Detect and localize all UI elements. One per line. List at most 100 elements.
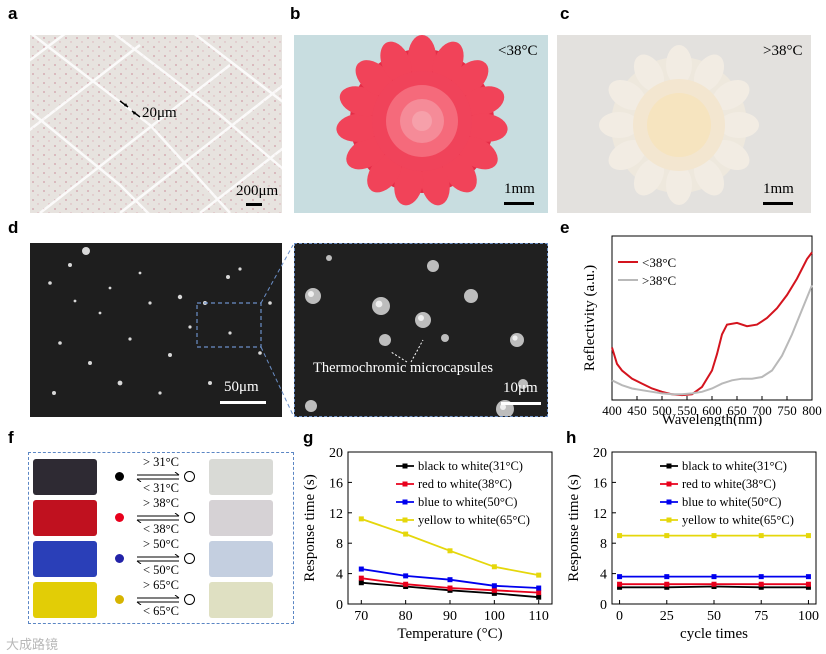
sem-panel-left: 50μm	[30, 243, 282, 417]
swatch-row: > 38°C < 38°C	[29, 496, 293, 538]
y-tick-label-h: 16	[593, 476, 607, 491]
scale-bar-label-right: 10μm	[503, 380, 538, 396]
data-point-g-2	[403, 573, 409, 579]
sem-particles-left	[48, 247, 272, 395]
swatch-after	[209, 582, 273, 618]
photo-panel-b: <38°C 1mm	[294, 35, 548, 213]
x-tick-label-g: 90	[443, 609, 457, 624]
y-tick-label-h: 12	[593, 507, 607, 522]
legend-label-g-1: red to white(38°C)	[418, 477, 512, 491]
empty-circle-icon	[184, 553, 195, 564]
swatch-panel-f: > 31°C < 31°C > 38°C < 38°C > 50°C < 50°C > 65…	[28, 452, 294, 624]
y-tick-label-g: 20	[329, 446, 343, 461]
transition-down-label: < 65°C	[143, 604, 180, 618]
x-tick-label-e: 450	[627, 403, 647, 418]
x-tick-label-e: 550	[677, 403, 697, 418]
data-point-g-3	[536, 572, 542, 578]
chart-e-xlabel: Wavelength(nm)	[662, 412, 762, 426]
data-point-g-1	[447, 585, 453, 591]
scale-bar-label-c: 1mm	[763, 181, 794, 197]
swatch-after	[209, 459, 273, 495]
series-line-g-3	[361, 518, 539, 576]
data-point-g-3	[358, 516, 364, 522]
data-point-h-2	[758, 574, 764, 580]
y-tick-label-h: 20	[593, 446, 607, 461]
panel-label-g: g	[303, 428, 314, 447]
x-tick-label-g: 70	[354, 609, 368, 624]
scale-bar-a	[246, 203, 262, 206]
x-tick-label-h: 100	[798, 609, 819, 624]
empty-circle-icon	[184, 512, 195, 523]
chart-g-series	[358, 516, 542, 600]
series-line-e-0	[611, 251, 813, 397]
legend-label-g-0: black to white(31°C)	[418, 459, 523, 473]
legend-marker-g-1	[402, 481, 408, 487]
swatch-after	[209, 500, 273, 536]
reversible-arrow-icon	[136, 472, 180, 482]
scale-bar-label-b: 1mm	[504, 181, 535, 197]
data-point-h-3	[664, 533, 670, 539]
transition-up-label: > 50°C	[143, 537, 180, 551]
transition-up-label: > 31°C	[143, 455, 180, 469]
temp-label-b: <38°C	[498, 43, 538, 59]
data-point-g-2	[358, 566, 364, 572]
x-tick-label-g: 100	[484, 609, 505, 624]
chart-e-ticks: 400 450 500 550 600 650 700 750 800	[602, 396, 822, 418]
chart-h: 0 4 8 12 16 20 0 25 50 75 100 black to white(31°C)…	[566, 446, 819, 642]
y-tick-label-h: 8	[600, 537, 607, 552]
scale-bar-right	[501, 402, 541, 405]
y-tick-label-g: 0	[336, 598, 343, 613]
panel-label-e: e	[560, 218, 570, 237]
x-tick-label-e: 500	[652, 403, 672, 418]
legend-marker-g-0	[402, 463, 408, 469]
data-point-h-1	[758, 581, 764, 587]
data-point-h-2	[664, 574, 670, 580]
chart-e-ylabel: Reflectivity (a.u.)	[582, 265, 598, 371]
color-dot-icon	[115, 595, 124, 604]
empty-circle-icon	[184, 594, 195, 605]
small-scale-label: 20μm	[142, 105, 177, 121]
sem-particles-right	[305, 255, 528, 416]
data-point-h-2	[805, 574, 811, 580]
legend-label-h-2: blue to white(50°C)	[682, 495, 781, 509]
color-dot-icon	[115, 554, 124, 563]
data-point-h-2	[617, 574, 623, 580]
chart-e-series	[611, 251, 813, 397]
transition-up-label: > 65°C	[143, 578, 180, 592]
data-point-g-3	[403, 531, 409, 537]
data-point-g-2	[447, 577, 453, 583]
chart-g-ylabel: Response time (s)	[302, 474, 318, 581]
y-tick-label-g: 16	[329, 476, 343, 491]
panel-label-f: f	[8, 428, 14, 447]
swatch-row: > 50°C < 50°C	[29, 537, 293, 579]
data-point-g-2	[491, 583, 497, 589]
scale-bar-c	[763, 202, 793, 205]
scale-bar-left	[220, 401, 266, 404]
data-point-g-2	[536, 585, 542, 591]
legend-marker-h-1	[666, 481, 672, 487]
swatch-before	[33, 459, 97, 495]
series-line-e-1	[611, 284, 813, 396]
x-tick-label-e: 400	[602, 403, 622, 418]
data-point-h-1	[805, 581, 811, 587]
x-tick-label-g: 110	[528, 609, 548, 624]
legend-label-e-1: >38°C	[642, 273, 676, 288]
chart-g: 0 4 8 12 16 20 70 80 90 100 110 black to white(31°…	[302, 446, 553, 642]
x-tick-label-e: 600	[702, 403, 722, 418]
panel-label-h: h	[566, 428, 577, 447]
data-point-g-0	[358, 580, 364, 586]
chart-g-ticks: 0 4 8 12 16 20 70 80 90 100 110	[329, 446, 549, 624]
transition-down-label: < 31°C	[143, 481, 180, 495]
transition-down-label: < 38°C	[143, 522, 180, 536]
x-tick-label-h: 0	[616, 609, 623, 624]
y-tick-label-g: 12	[329, 507, 343, 522]
data-point-h-3	[758, 533, 764, 539]
y-tick-label-g: 4	[336, 568, 343, 583]
data-point-h-3	[711, 533, 717, 539]
scale-bar-b	[504, 202, 534, 205]
chart-h-ylabel: Response time (s)	[566, 474, 582, 581]
data-point-h-1	[664, 581, 670, 587]
chart-h-legend: black to white(31°C) red to white(38°C) bl…	[660, 459, 794, 527]
legend-label-g-3: yellow to white(65°C)	[418, 513, 530, 527]
data-point-g-1	[491, 587, 497, 593]
